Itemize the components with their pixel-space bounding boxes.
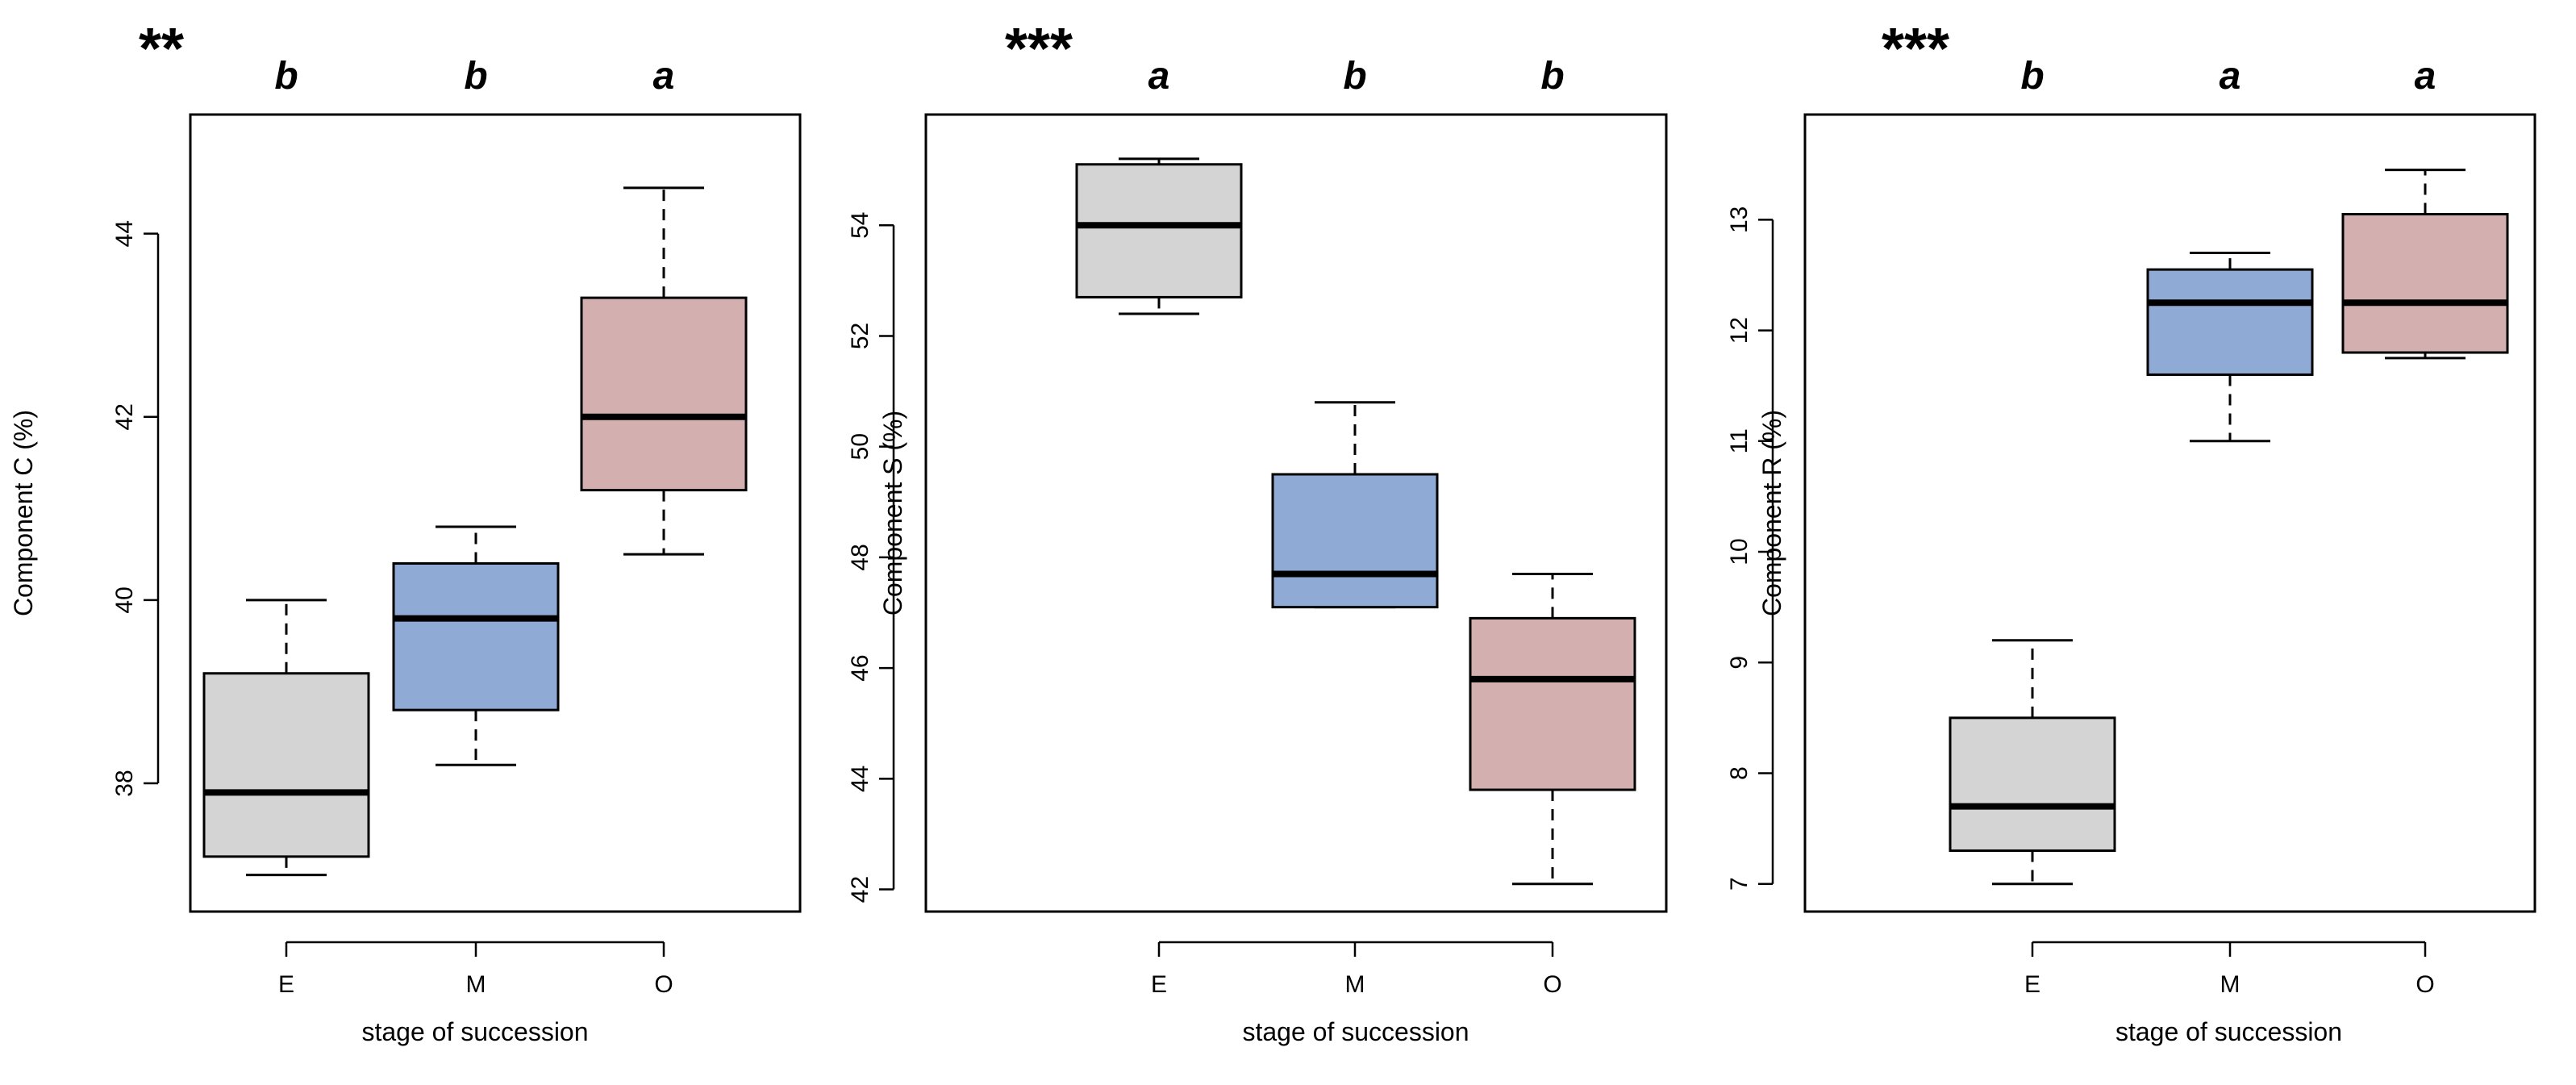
box-body — [2341, 213, 2509, 354]
box-body — [2146, 268, 2314, 376]
x-tick-label: O — [1543, 971, 1561, 998]
box-O: a — [2341, 55, 2509, 360]
significance-stars: *** — [1005, 17, 1073, 81]
y-tick-label: 40 — [111, 586, 138, 613]
y-tick-label: 7 — [1726, 877, 1753, 891]
group-letter: b — [464, 55, 487, 98]
plot-frame — [1803, 113, 2536, 913]
group-letter: b — [1540, 55, 1564, 98]
group-letter: b — [2020, 55, 2044, 98]
y-tick-label: 48 — [847, 544, 873, 570]
group-letter: b — [1343, 55, 1366, 98]
box-body — [202, 672, 370, 858]
box-M: a — [2146, 55, 2314, 443]
x-tick-label: E — [278, 971, 294, 998]
box-body — [1075, 163, 1243, 298]
box-M: b — [392, 55, 560, 766]
box-O: b — [1469, 55, 1636, 886]
y-tick-label: 42 — [111, 403, 138, 430]
y-tick-label: 12 — [1726, 317, 1753, 344]
x-tick-label: E — [2024, 971, 2040, 998]
y-tick-label: 38 — [111, 770, 138, 796]
box-body — [392, 561, 560, 712]
x-tick-label: M — [1345, 971, 1365, 998]
significance-stars: ** — [139, 17, 184, 81]
y-tick-label: 54 — [847, 212, 873, 239]
y-tick-label: 9 — [1726, 656, 1753, 670]
y-tick-label: 8 — [1726, 766, 1753, 780]
y-tick-label: 50 — [847, 433, 873, 460]
box-body — [580, 296, 748, 492]
box-body — [1469, 616, 1636, 791]
group-letter: a — [653, 55, 675, 98]
box-body — [1949, 716, 2116, 853]
box-E: a — [1075, 55, 1243, 315]
x-tick-label: M — [2220, 971, 2240, 998]
box-O: a — [580, 55, 748, 556]
y-tick-label: 52 — [847, 323, 873, 349]
plot-frame — [189, 113, 802, 913]
y-tick-label: 44 — [847, 766, 873, 792]
y-tick-label: 13 — [1726, 207, 1753, 233]
y-tick-label: 10 — [1726, 538, 1753, 565]
box-M: b — [1271, 55, 1439, 609]
y-tick-label: 42 — [847, 876, 873, 903]
y-axis-title: Component S (%) — [878, 411, 907, 616]
box-E: b — [1949, 55, 2116, 886]
box-E: b — [202, 55, 370, 877]
y-tick-label: 11 — [1726, 428, 1753, 453]
significance-stars: *** — [1882, 17, 1949, 81]
group-letter: a — [1148, 55, 1170, 98]
box-body — [1271, 473, 1439, 609]
x-tick-label: O — [654, 971, 673, 998]
group-letter: a — [2415, 55, 2436, 98]
group-letter: b — [274, 55, 298, 98]
y-axis-title: Component C (%) — [9, 410, 38, 616]
y-tick-label: 46 — [847, 654, 873, 681]
x-tick-label: O — [2416, 971, 2434, 998]
y-tick-label: 44 — [111, 220, 138, 247]
x-axis-title: stage of succession — [361, 1017, 588, 1046]
y-axis-title: Component R (%) — [1757, 410, 1786, 616]
plot-frame — [924, 113, 1668, 913]
x-axis-title: stage of succession — [1242, 1017, 1469, 1046]
group-letter: a — [2220, 55, 2241, 98]
x-axis-title: stage of succession — [2115, 1017, 2342, 1046]
x-tick-label: M — [466, 971, 486, 998]
x-tick-label: E — [1151, 971, 1167, 998]
